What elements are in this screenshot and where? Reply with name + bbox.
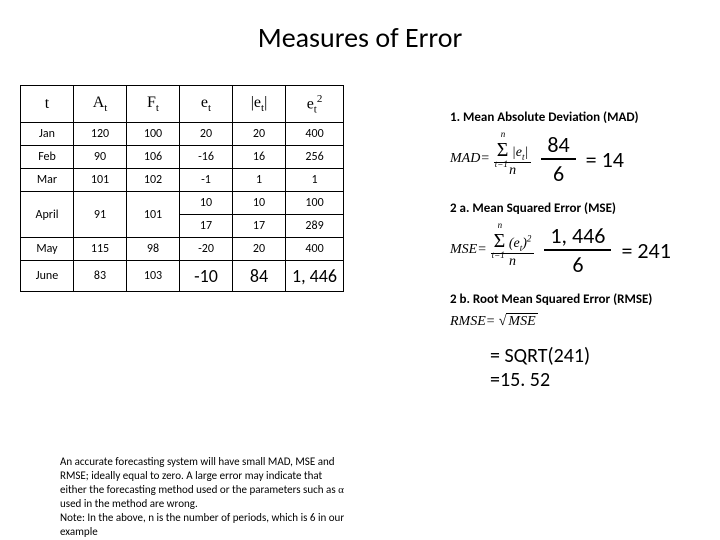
mad-result: = 14 [586,146,624,173]
error-table: t At Ft et |et| et2 Jan120100 2020400 Fe… [20,85,344,292]
col-e2: et2 [286,86,344,123]
footnote: An accurate forecasting system will have… [60,455,440,539]
mse-heading: 2 a. Mean Squared Error (MSE) [450,201,710,216]
mse-formula: MSE = Σnt=1 (et)2n 1, 4466 = 241 [450,222,710,278]
rmse-result: = SQRT(241) =15. 52 [490,344,710,392]
mad-heading: 1. Mean Absolute Deviation (MAD) [450,110,710,125]
rmse-heading: 2 b. Root Mean Squared Error (RMSE) [450,292,710,307]
table-row: Feb90106 -1616256 [21,146,344,169]
rmse-formula: RMSE = √MSE [450,313,710,330]
page-title: Measures of Error [0,0,720,85]
sum-e: -10 [180,261,233,292]
table-header-row: t At Ft et |et| et2 [21,86,344,123]
col-t: t [21,86,74,123]
col-abse: |et| [233,86,286,123]
col-A: At [74,86,127,123]
col-F: Ft [127,86,180,123]
table-row: Jan120100 2020400 [21,123,344,146]
sum-e2: 1, 446 [286,261,344,292]
table-row: Mar101102 -111 [21,169,344,192]
col-e: et [180,86,233,123]
sum-abse: 84 [233,261,286,292]
mse-result: = 241 [621,237,670,264]
table-row: April91101 1010100 [21,192,344,215]
mad-formula: MAD = Σnt=1 |et|n 846 = 14 [450,131,710,187]
